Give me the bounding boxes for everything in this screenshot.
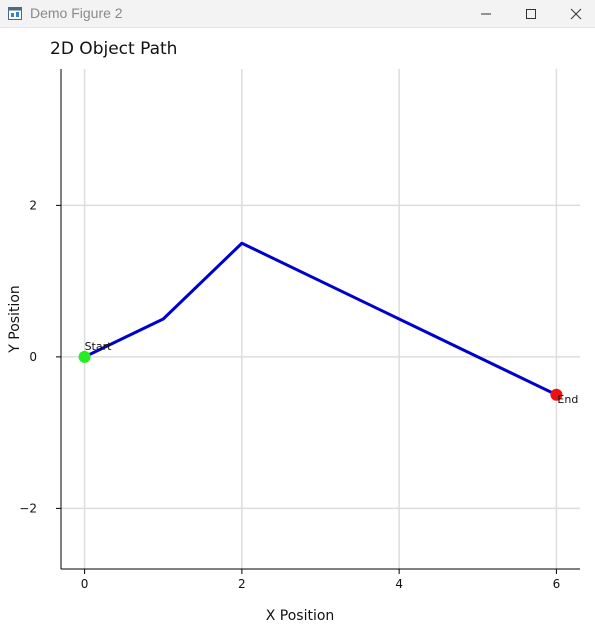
maximize-icon	[526, 9, 536, 19]
series-layer	[83, 241, 558, 397]
minimize-button[interactable]	[463, 0, 509, 28]
start-marker	[78, 350, 91, 363]
y-tick-label: −2	[19, 501, 37, 515]
window-title: Demo Figure 2	[30, 5, 123, 21]
minimize-icon	[481, 13, 491, 15]
y-ticks: −2 0 2	[19, 198, 61, 515]
maximize-button[interactable]	[508, 0, 554, 28]
x-ticks: 0 2 4 6	[81, 569, 560, 591]
x-tick-label: 2	[238, 577, 246, 591]
x-tick-label: 6	[553, 577, 561, 591]
y-axis-label: Y Position	[7, 285, 23, 354]
x-tick-label: 4	[395, 577, 403, 591]
end-marker	[550, 388, 563, 401]
axes	[60, 69, 580, 570]
chart-title: 2D Object Path	[50, 39, 177, 59]
path-line	[83, 241, 558, 397]
y-tick-label: 2	[29, 198, 37, 212]
marker-layer: Start End	[78, 340, 578, 406]
grid-lines	[61, 69, 580, 569]
x-axis-label: X Position	[266, 608, 335, 624]
chart-canvas: 0 2 4 6 −2 0 2 Start End 2D Object Path X Posi…	[7, 39, 580, 624]
end-label: End	[557, 393, 578, 406]
start-label: Start	[85, 340, 113, 353]
close-icon	[570, 8, 582, 20]
close-button[interactable]	[553, 0, 595, 28]
app-figure-icon	[8, 7, 22, 20]
y-tick-label: 0	[29, 350, 37, 364]
x-tick-label: 0	[81, 577, 89, 591]
window-titlebar: Demo Figure 2	[0, 0, 595, 28]
